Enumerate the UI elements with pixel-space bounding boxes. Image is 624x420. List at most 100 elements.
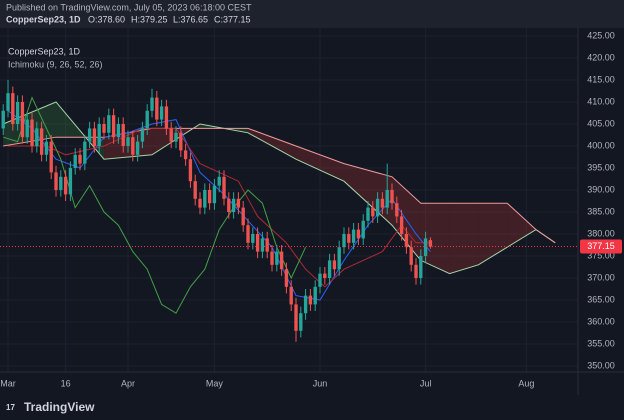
candle-body (318, 273, 322, 287)
candle-body (121, 123, 125, 146)
cloud-segment (420, 203, 450, 274)
candle-body (111, 115, 116, 138)
y-tick-label: 405.00 (587, 118, 615, 128)
span-a-line (3, 101, 556, 275)
logo-mark: 17 (6, 403, 15, 412)
y-tick-label: 370.00 (587, 272, 615, 282)
candle-body (1, 110, 5, 129)
candle-body (116, 123, 121, 138)
candle-body (313, 286, 317, 305)
candle-body (227, 198, 231, 213)
candle-body (188, 159, 193, 182)
candle-body (409, 247, 413, 265)
y-tick-label: 425.00 (587, 30, 615, 40)
x-tick-label: Aug (518, 378, 534, 388)
candle-body (399, 216, 404, 235)
y-tick-label: 375.00 (587, 250, 615, 260)
candle-body (198, 198, 202, 208)
symbol-header: CopperSep23, 1D (6, 14, 81, 24)
x-tick-label: Apr (121, 378, 135, 388)
y-tick-label: 385.00 (587, 206, 615, 216)
candle-body (159, 106, 164, 120)
candle-body (395, 203, 399, 217)
candle-body (404, 234, 409, 248)
y-tick-label: 380.00 (587, 228, 615, 238)
candle-body (284, 269, 289, 287)
candle-body (73, 154, 77, 168)
legend-indicator: Ichimoku (9, 26, 52, 26) (8, 59, 103, 69)
candle-body (6, 93, 10, 111)
indicator-line (8, 127, 431, 288)
candle-body (332, 260, 337, 270)
candle-body (337, 247, 341, 270)
y-tick-label: 360.00 (587, 316, 615, 326)
y-tick-label: 365.00 (587, 294, 615, 304)
candle-body (183, 150, 188, 160)
candle-body (174, 132, 178, 142)
candle-body (68, 167, 73, 195)
cloud-segment (507, 203, 537, 248)
candle-body (414, 264, 418, 279)
y-tick-label: 400.00 (587, 140, 615, 150)
candle-body (351, 229, 356, 243)
candle-body (49, 141, 53, 173)
candle-body (126, 137, 130, 146)
candle-body (231, 198, 236, 213)
cloud-segment (344, 163, 393, 226)
candle-body (107, 115, 111, 133)
candle-body (54, 172, 58, 190)
candle-body (236, 198, 241, 208)
candle-body (203, 189, 207, 208)
candle-body (59, 176, 63, 190)
candle-body (275, 251, 279, 265)
candle-body (169, 128, 173, 142)
y-tick-label: 410.00 (587, 96, 615, 106)
candle-body (246, 225, 250, 243)
candle-body (299, 313, 303, 331)
candle-body (380, 198, 385, 208)
candle-body (30, 119, 34, 146)
published-text: Published on TradingView.com, July 05, 2… (6, 2, 252, 12)
plot (0, 28, 578, 372)
candle-body (155, 97, 159, 120)
candle-body (270, 251, 274, 265)
last-price-box (580, 239, 622, 254)
candle-body (356, 229, 361, 239)
y-tick-label: 395.00 (587, 162, 615, 172)
candle-body (207, 189, 212, 204)
candle-body (294, 304, 298, 331)
candle-body (78, 154, 82, 164)
last-price-label: 377.15 (587, 241, 615, 251)
footer-bar (0, 395, 624, 420)
candle-body (131, 137, 135, 155)
candle-body (385, 189, 389, 208)
cloud-segment (449, 203, 479, 274)
candle-body (150, 97, 154, 111)
candle-body (11, 93, 15, 124)
candle-body (342, 234, 346, 248)
candle-body (375, 198, 380, 217)
candle-body (371, 207, 375, 217)
x-tick-label: Jun (313, 378, 328, 388)
header-bar (0, 0, 624, 28)
ohlc-high: H:379.25 (131, 14, 168, 24)
ohlc-low: L:376.65 (173, 14, 208, 24)
candle-body (102, 123, 106, 133)
candle-body (217, 176, 221, 186)
candle-body (327, 260, 332, 279)
cloud-segment (296, 145, 345, 182)
y-tick-label: 350.00 (587, 360, 615, 370)
y-tick-label: 415.00 (587, 74, 615, 84)
candle-body (83, 141, 87, 164)
candle-body (212, 185, 217, 204)
candle-body (35, 128, 39, 146)
candle-body (255, 234, 260, 252)
candle-body (251, 234, 255, 243)
x-tick-label: May (206, 378, 224, 388)
candle-body (92, 128, 97, 146)
candle-body (428, 240, 433, 247)
cloud-segment (478, 203, 508, 265)
indicator-line (3, 96, 307, 314)
